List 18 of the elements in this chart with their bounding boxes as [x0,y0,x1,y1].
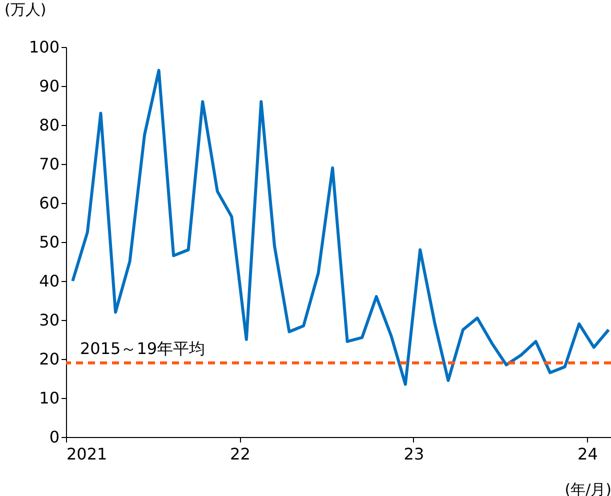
x-tick-label: 24 [578,444,598,464]
line-series [71,68,610,386]
y-tick-label: 10 [39,388,60,408]
y-tick-label: 50 [39,232,60,252]
y-axis-title: (万人) [4,0,46,18]
y-tick-label: 100 [28,38,60,56]
y-tick-label: 70 [39,154,60,174]
x-tick-label: 23 [404,444,424,464]
ref-line-label: 2015～19年平均 [80,338,206,358]
y-tick-label: 60 [39,194,60,212]
x-tick-label: 2021 [66,444,108,464]
y-tick-label: 30 [39,310,60,330]
y-tick-label: 0 [49,428,60,446]
y-tick-label: 40 [39,272,60,290]
y-tick-label: 20 [39,350,60,368]
y-tick-label: 80 [39,116,60,134]
x-tick-label: 22 [230,444,250,464]
y-tick-label: 90 [39,76,60,96]
